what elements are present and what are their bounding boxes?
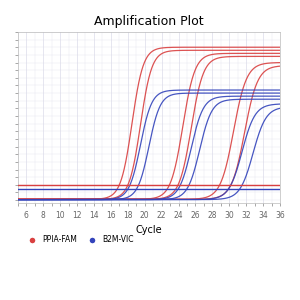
X-axis label: Cycle: Cycle [136,225,162,235]
Title: Amplification Plot: Amplification Plot [94,15,204,28]
Legend: PPIA-FAM, B2M-VIC: PPIA-FAM, B2M-VIC [22,232,137,247]
